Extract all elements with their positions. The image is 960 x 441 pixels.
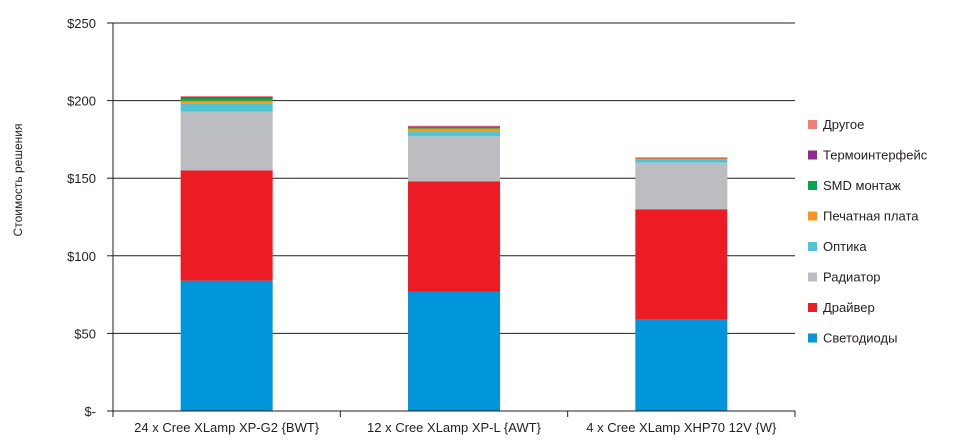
- legend-swatch: [808, 272, 817, 282]
- bar-segment: [180, 100, 273, 104]
- bar-segment: [408, 126, 500, 129]
- legend-label: Печатная плата: [823, 209, 919, 224]
- bar-segment: [408, 128, 500, 132]
- legend-label: Радиатор: [823, 270, 881, 285]
- legend-swatch: [808, 120, 817, 129]
- legend-label: SMD монтаж: [823, 178, 901, 193]
- x-category-labels: 24 x Cree XLamp XP-G2 {BWT} 12 x Cree XLa…: [134, 420, 777, 435]
- bar-segment: [635, 159, 728, 163]
- bar-segment: [408, 126, 500, 128]
- legend-swatch: [808, 150, 817, 160]
- bar-segment: [180, 97, 273, 101]
- bar-segment: [180, 103, 273, 112]
- legend: Другое Термоинтерфейс SMD монтаж Печатная п…: [808, 117, 928, 346]
- bar-segment: [635, 319, 728, 411]
- bar-stacks: [180, 96, 728, 411]
- bar-segment: [635, 162, 728, 210]
- bar-segment: [180, 170, 273, 281]
- x-category-label: 24 x Cree XLamp XP-G2 {BWT}: [134, 420, 320, 435]
- y-tick-labels: $- $50 $100 $150 $200 $250: [67, 16, 96, 419]
- legend-swatch: [808, 211, 817, 221]
- bar-segment: [180, 280, 273, 411]
- bar-segment: [180, 96, 273, 97]
- legend-swatch: [808, 242, 817, 251]
- y-tick-label: $100: [67, 249, 96, 264]
- bar-segment: [408, 136, 500, 182]
- legend-label: Другое: [823, 117, 864, 132]
- legend-swatch: [808, 303, 817, 312]
- bar-segment: [180, 111, 273, 171]
- bar-segment: [635, 158, 728, 160]
- legend-label: Оптика: [823, 239, 867, 254]
- bar-segment: [408, 131, 500, 137]
- y-tick-label: $200: [67, 94, 96, 109]
- bar-segment: [180, 96, 273, 98]
- legend-label: Светодиоды: [823, 331, 897, 346]
- bar-segment: [408, 181, 500, 292]
- y-tick-label: $150: [67, 171, 96, 186]
- legend-swatch: [808, 333, 817, 343]
- bar-segment: [635, 209, 728, 320]
- x-category-label: 12 x Cree XLamp XP-L {AWT}: [367, 420, 542, 435]
- x-category-label: 4 x Cree XLamp XHP70 12V {W}: [586, 420, 777, 435]
- y-tick-label: $-: [84, 404, 96, 419]
- legend-label: Термоинтерфейс: [823, 148, 928, 163]
- axes: [107, 22, 796, 417]
- bar-segment: [635, 157, 728, 159]
- legend-swatch: [808, 181, 817, 190]
- bar-segment: [408, 291, 500, 411]
- y-tick-label: $50: [74, 326, 96, 341]
- bar-segment: [408, 125, 500, 127]
- y-axis-label: Стоимость решения: [11, 124, 25, 237]
- y-tick-label: $250: [67, 16, 96, 31]
- legend-label: Драйвер: [823, 300, 875, 315]
